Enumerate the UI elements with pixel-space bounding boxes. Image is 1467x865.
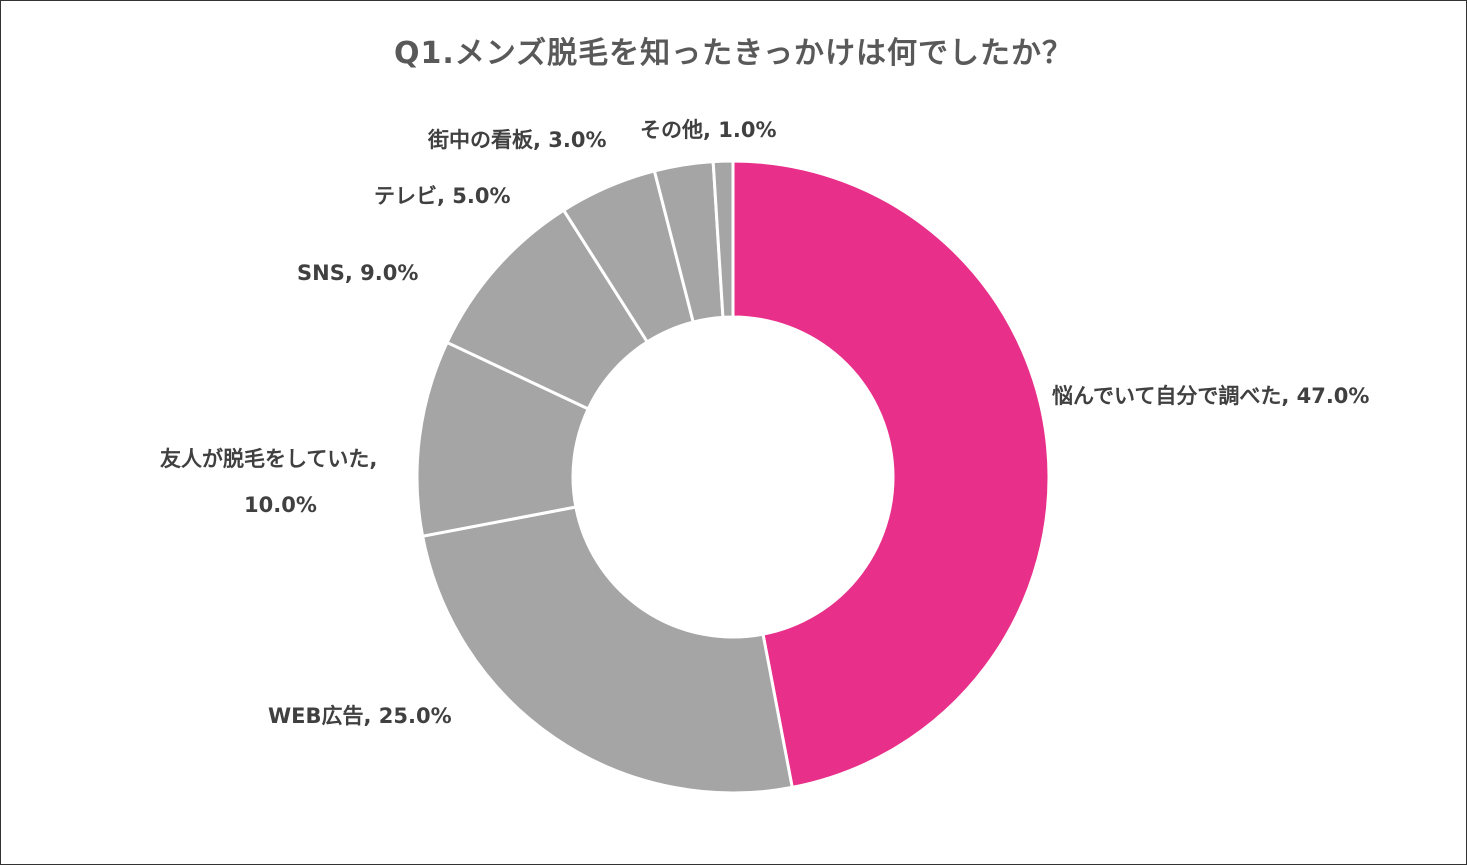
slice-label-2: 友人が脱毛をしていた, — [160, 447, 378, 471]
slice-1 — [420, 505, 794, 795]
chart-title: Q1.メンズ脱毛を知ったきっかけは何でしたか？ — [394, 36, 1073, 71]
slice-label-5: 街中の看板, 3.0% — [428, 128, 607, 152]
slice-label-2-value: 10.0% — [244, 493, 317, 517]
slices-group — [415, 159, 1051, 795]
slice-6 — [711, 159, 735, 319]
slice-label-1: WEB広告, 25.0% — [268, 704, 452, 728]
slice-label-4: テレビ, 5.0% — [374, 184, 511, 208]
slice-label-6: その他, 1.0% — [640, 118, 777, 142]
slice-label-3: SNS, 9.0% — [297, 261, 419, 285]
slice-0 — [731, 159, 1051, 790]
slice-label-0: 悩んでいて自分で調べた, 47.0% — [1052, 384, 1370, 408]
